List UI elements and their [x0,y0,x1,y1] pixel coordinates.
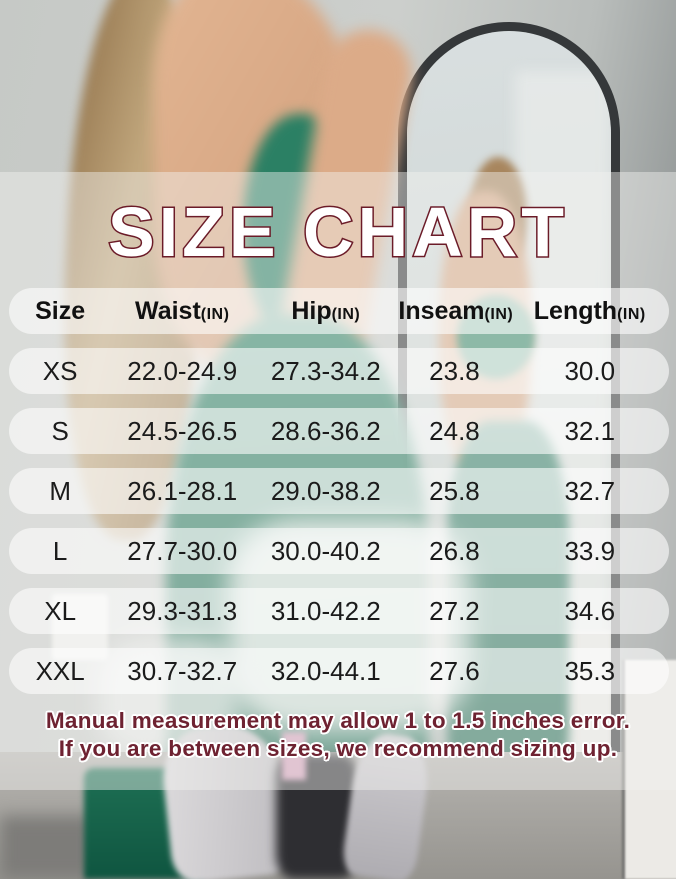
table-cell: 25.8 [429,475,480,506]
table-cell: 24.8 [429,415,480,446]
size-table: Size Waist(IN) Hip(IN) Inseam(IN) Length(IN)… [9,288,669,708]
table-cell: 32.7 [564,475,616,506]
measurement-note: Manual measurement may allow 1 to 1.5 in… [0,707,676,763]
header-label: Hip [291,296,332,325]
table-row: XXL 30.7-32.7 32.0-44.1 27.6 35.3 [9,648,669,694]
size-label-cell: XL [44,595,77,626]
white-door [622,660,676,879]
table-cell: 31.0-42.2 [270,595,381,626]
table-cell: 30.0-40.2 [270,535,381,566]
size-label-cell: M [49,475,71,506]
table-cell: 23.8 [429,355,480,386]
header-unit: (IN) [617,305,646,323]
size-label-cell: XXL [35,655,85,686]
header-unit: (IN) [200,305,230,323]
floor-shadow [0,816,96,879]
table-row: XL 29.3-31.3 31.0-42.2 27.2 34.6 [9,588,669,634]
header-cell: Hip(IN) [253,297,398,326]
table-cell: 26.8 [429,535,480,566]
header-cell: Inseam(IN) [398,296,512,326]
header-label: Inseam [398,296,485,325]
table-cell: 24.5-26.5 [127,415,238,446]
header-label: Size [35,296,86,325]
table-row: M 26.1-28.1 29.0-38.2 25.8 32.7 [9,468,669,514]
header-cell: Waist(IN) [111,297,253,326]
size-label-cell: S [51,415,69,446]
header-label: Length [533,296,618,325]
header-cell: Size [9,297,111,326]
note-line-2: If you are between sizes, we recommend s… [58,736,618,761]
table-cell: 27.2 [429,595,480,626]
header-unit: (IN) [484,305,514,323]
header-label: Waist [135,296,201,325]
table-cell: 33.9 [564,535,616,566]
table-cell: 29.3-31.3 [127,595,238,626]
table-cell: 22.0-24.9 [127,355,238,386]
table-cell: 27.6 [429,655,480,686]
table-cell: 27.3-34.2 [270,355,381,386]
table-cell: 30.7-32.7 [127,655,238,686]
table-header-row: Size Waist(IN) Hip(IN) Inseam(IN) Length(IN) [9,288,669,334]
size-label-cell: XS [42,355,78,386]
page-title: SIZE CHART [107,193,568,271]
table-row: S 24.5-26.5 28.6-36.2 24.8 32.1 [9,408,669,454]
table-cell: 29.0-38.2 [270,475,381,506]
header-unit: (IN) [331,305,361,323]
table-cell: 34.6 [564,595,616,626]
table-cell: 32.1 [564,415,616,446]
note-line-1: Manual measurement may allow 1 to 1.5 in… [45,708,631,733]
pink-item [282,732,306,780]
table-cell: 28.6-36.2 [270,415,381,446]
table-cell: 30.0 [564,355,616,386]
table-cell: 27.7-30.0 [127,535,238,566]
table-cell: 35.3 [564,655,616,686]
header-cell: Length(IN) [511,297,669,326]
table-cell: 32.0-44.1 [270,655,381,686]
table-cell: 26.1-28.1 [127,475,238,506]
table-row: XS 22.0-24.9 27.3-34.2 23.8 30.0 [9,348,669,394]
size-label-cell: L [52,535,68,566]
table-row: L 27.7-30.0 30.0-40.2 26.8 33.9 [9,528,669,574]
